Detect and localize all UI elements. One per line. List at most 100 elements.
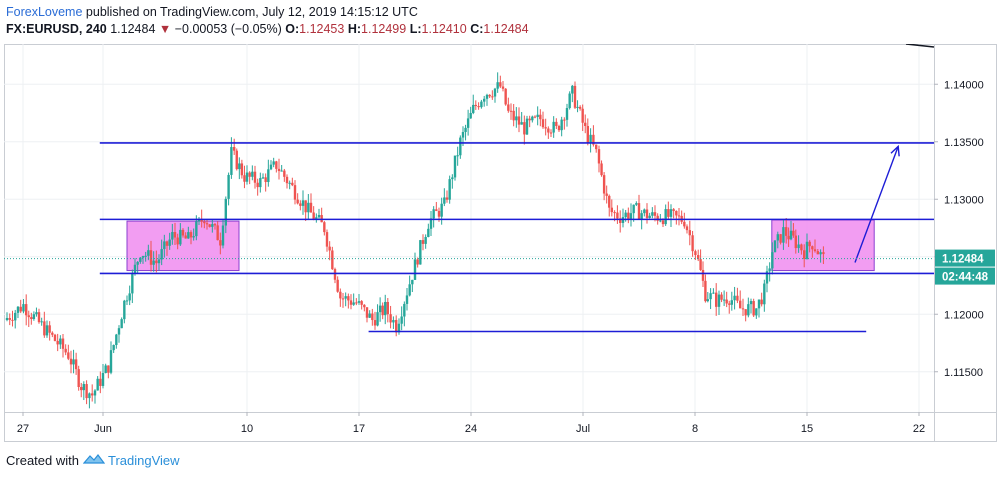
candle-down [328, 246, 331, 251]
candle-down [416, 259, 419, 265]
time-tick-label: 15 [801, 423, 813, 435]
candle-up [104, 365, 107, 374]
candle-down [27, 315, 30, 318]
candle-up [427, 228, 430, 238]
candle-up [307, 202, 310, 213]
candle-down [507, 104, 510, 111]
candle-up [443, 197, 446, 204]
tradingview-brand-link[interactable]: TradingView [107, 453, 180, 468]
candle-down [213, 224, 217, 226]
candle-up [152, 260, 155, 265]
candle-down [25, 304, 28, 316]
candle-down [555, 121, 558, 127]
candle-down [499, 82, 502, 87]
candle-down [184, 235, 187, 239]
candle-up [211, 224, 214, 227]
candle-down [573, 85, 577, 108]
candle-down [627, 212, 630, 219]
candle-up [451, 177, 454, 180]
candle-down [395, 319, 398, 333]
candle-up [733, 295, 736, 301]
candle-up [120, 319, 123, 329]
candle-down [48, 325, 51, 333]
candle-down [688, 230, 691, 236]
candle-down [549, 132, 553, 134]
candle-up [448, 179, 451, 200]
candle-down [360, 301, 363, 305]
candle-up [717, 294, 721, 307]
candle-up [576, 106, 579, 108]
candle-up [496, 82, 499, 89]
candle-down [602, 175, 606, 194]
low-label: L: [409, 22, 422, 36]
candle-down [645, 209, 649, 218]
close-label: C: [470, 22, 484, 36]
time-tick-label: 10 [241, 423, 253, 435]
candle-down [741, 308, 745, 310]
candle-up [112, 345, 115, 351]
candle-up [224, 198, 227, 226]
candle-down [181, 229, 185, 236]
candle-up [776, 234, 779, 241]
candle-up [755, 308, 758, 316]
candle-up [59, 338, 62, 345]
candle-up [238, 163, 241, 170]
price-tick-label: 1.13500 [944, 137, 984, 149]
candle-down [616, 212, 619, 219]
candle-down [333, 269, 337, 280]
drawing-fragment [905, 44, 934, 48]
candle-up [411, 279, 414, 285]
grid-lines [4, 44, 934, 412]
author-link[interactable]: ForexLoveme [6, 5, 83, 19]
candle-up [280, 170, 283, 172]
candle-up [128, 293, 131, 301]
candle-down [371, 313, 374, 321]
candle-down [64, 348, 67, 353]
candle-up [659, 220, 662, 222]
candle-down [787, 235, 790, 240]
candle-up [171, 232, 174, 240]
down-arrow-icon: ▼ [158, 22, 172, 36]
candle-down [685, 226, 689, 231]
candle-up [397, 323, 401, 333]
candle-down [697, 255, 700, 260]
candle-up [536, 114, 539, 117]
candle-down [61, 338, 65, 349]
candle-down [600, 163, 603, 176]
candle-up [192, 236, 195, 238]
candle-up [520, 122, 523, 125]
candle-up [376, 312, 379, 326]
candle-down [760, 299, 763, 305]
price-chart[interactable]: 1.115001.120001.125001.130001.135001.140… [4, 44, 997, 442]
candle-down [349, 300, 353, 305]
candle-up [288, 182, 291, 184]
candle-up [706, 299, 709, 302]
current-price-label: 1.12484 [942, 254, 984, 266]
plot-area [4, 44, 934, 409]
candle-down [811, 246, 814, 250]
candle-down [541, 119, 545, 128]
current-price-label-bg [935, 249, 995, 267]
candle-up [317, 215, 321, 218]
candle-down [363, 304, 366, 308]
candle-down [323, 222, 326, 233]
candle-down [173, 232, 177, 238]
candle-down [533, 116, 537, 118]
candle-down [325, 232, 329, 247]
candle-up [168, 239, 171, 246]
candle-down [586, 126, 589, 143]
candle-down [275, 161, 278, 169]
candle-up [629, 213, 633, 219]
candle-up [187, 232, 190, 239]
candle-down [293, 185, 297, 200]
candle-up [352, 302, 355, 305]
time-axis: 27 Jun 10 17 24 Jul 8 15 22 [17, 412, 925, 435]
candle-up [179, 229, 182, 245]
chart-area[interactable]: 1.115001.120001.125001.130001.135001.140… [4, 44, 997, 442]
candle-up [429, 218, 433, 229]
candle-down [808, 241, 811, 247]
candle-up [568, 93, 571, 109]
candle-down [243, 175, 246, 182]
candle-up [45, 325, 49, 336]
candle-down [813, 249, 817, 252]
